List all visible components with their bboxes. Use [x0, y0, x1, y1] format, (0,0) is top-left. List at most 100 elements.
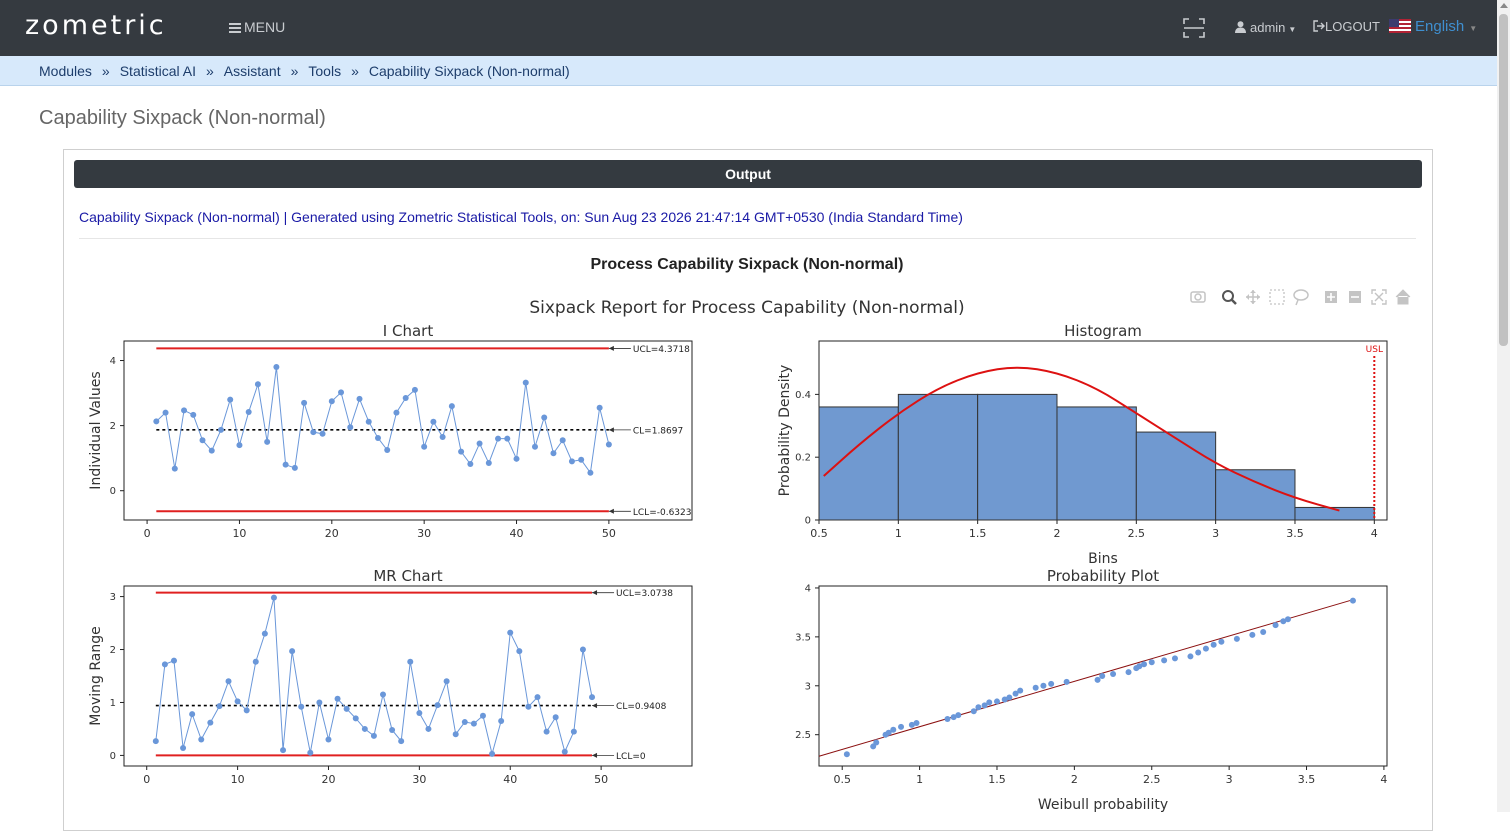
data-point — [411, 386, 418, 393]
logout-button[interactable]: LOGOUT — [1313, 19, 1380, 34]
data-point — [1063, 678, 1070, 685]
x-tick-label: 4 — [1380, 773, 1387, 786]
output-header: Output — [74, 160, 1422, 188]
user-menu[interactable]: admin ▼ — [1235, 20, 1296, 35]
zoom-icon[interactable] — [1222, 290, 1237, 305]
zoom-in-icon[interactable] — [1325, 291, 1337, 303]
data-point — [207, 719, 214, 726]
data-point — [328, 398, 335, 405]
x-tick-label: 2.5 — [1143, 773, 1161, 786]
y-tick-label: 3.5 — [795, 632, 811, 643]
user-name: admin — [1250, 20, 1286, 35]
data-point — [898, 723, 905, 730]
y-tick-label: 3 — [110, 592, 116, 603]
us-flag-icon — [1389, 19, 1411, 33]
zoom-out-icon[interactable] — [1349, 291, 1361, 303]
hamburger-icon — [229, 21, 241, 35]
scroll-up-arrow-icon[interactable] — [1500, 3, 1508, 8]
fit-curve — [823, 366, 1340, 512]
breadcrumb-modules[interactable]: Modules — [39, 63, 92, 79]
data-point — [470, 720, 477, 727]
y-tick-label: 0 — [805, 516, 811, 527]
top-navbar: zometric MENU admin ▼ LOGOUT English ▼ — [0, 0, 1510, 56]
x-tick-label: 50 — [594, 773, 608, 786]
data-point — [1048, 680, 1055, 687]
y-tick-label: 3 — [805, 681, 811, 692]
data-point — [361, 725, 368, 732]
vertical-scrollbar[interactable] — [1497, 0, 1510, 812]
breadcrumb-statistical-ai[interactable]: Statistical AI — [119, 63, 196, 79]
y-tick-label: 2 — [110, 421, 116, 432]
data-point — [970, 708, 977, 715]
caret-down-icon: ▼ — [1469, 24, 1478, 33]
zometric-logo[interactable]: zometric — [25, 10, 167, 41]
histogram-bar — [897, 393, 979, 521]
data-point — [181, 407, 188, 414]
breadcrumb-separator: » — [290, 63, 299, 79]
data-point — [981, 702, 988, 709]
scan-icon[interactable] — [1182, 16, 1206, 40]
scrollbar-thumb[interactable] — [1499, 14, 1508, 346]
y-tick-label: 4 — [110, 356, 116, 367]
data-point — [1136, 663, 1143, 670]
data-point — [452, 731, 459, 738]
language-selector[interactable]: English ▼ — [1389, 18, 1477, 35]
data-point — [504, 435, 511, 442]
y-axis-label: Probability Density — [777, 365, 793, 497]
data-point — [234, 698, 241, 705]
data-point — [365, 418, 372, 425]
data-point — [559, 437, 566, 444]
data-point — [245, 408, 252, 415]
data-point — [525, 703, 532, 710]
data-point — [944, 716, 951, 723]
subplot-title: I Chart — [383, 322, 434, 340]
data-point — [190, 411, 197, 418]
data-point — [161, 661, 168, 668]
data-point — [1195, 649, 1202, 656]
camera-icon[interactable] — [1190, 291, 1206, 303]
y-axis-label: Moving Range — [88, 626, 104, 725]
arrowhead-icon — [608, 345, 614, 351]
data-point — [913, 719, 920, 726]
figure-title: Sixpack Report for Process Capability (N… — [529, 298, 964, 318]
x-tick-label: 20 — [325, 527, 339, 540]
pan-icon[interactable] — [1246, 290, 1260, 304]
breadcrumb-assistant[interactable]: Assistant — [223, 63, 281, 79]
data-point — [489, 750, 496, 757]
data-point — [587, 469, 594, 476]
data-point — [270, 594, 277, 601]
autoscale-icon[interactable] — [1371, 289, 1387, 305]
reset-axes-icon[interactable] — [1395, 289, 1411, 305]
data-point — [467, 461, 474, 468]
data-point — [198, 736, 205, 743]
data-point — [550, 450, 557, 457]
data-point — [1280, 618, 1287, 625]
x-axis-label: Bins — [1088, 551, 1118, 567]
data-point — [393, 409, 400, 416]
menu-button[interactable]: MENU — [229, 19, 285, 35]
data-point — [384, 447, 391, 454]
data-point — [516, 648, 523, 655]
divider — [79, 238, 1416, 239]
data-point — [254, 381, 261, 388]
data-point — [298, 703, 305, 710]
series-line — [155, 366, 610, 475]
box-select-icon[interactable] — [1269, 289, 1285, 305]
x-tick-label: 1.5 — [988, 773, 1006, 786]
data-point — [885, 729, 892, 736]
breadcrumb-separator: » — [101, 63, 110, 79]
fit-line — [818, 599, 1354, 757]
breadcrumb-tools[interactable]: Tools — [308, 63, 342, 79]
x-tick-label: 2.5 — [1128, 527, 1146, 540]
lasso-select-icon[interactable] — [1293, 289, 1309, 306]
data-point — [955, 712, 962, 719]
data-point — [1202, 645, 1209, 652]
data-point — [180, 745, 187, 751]
menu-label: MENU — [244, 19, 286, 35]
generated-info: Capability Sixpack (Non-normal) | Genera… — [79, 209, 963, 225]
user-icon — [1235, 21, 1246, 33]
breadcrumb-separator: » — [205, 63, 214, 79]
data-point — [380, 691, 387, 698]
data-point — [398, 738, 405, 745]
page-title: Capability Sixpack (Non-normal) — [39, 107, 326, 129]
